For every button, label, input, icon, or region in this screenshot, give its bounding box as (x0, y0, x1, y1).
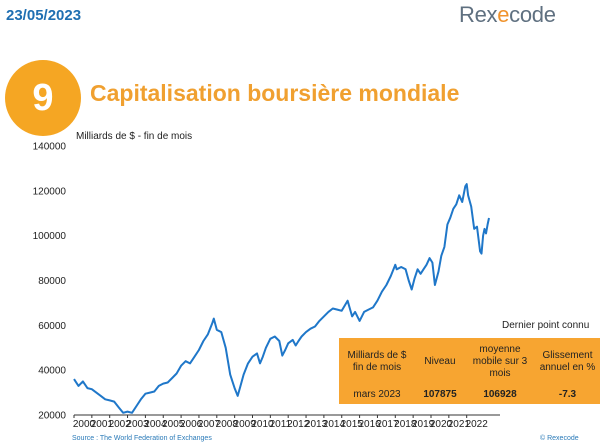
y-tick-label: 40000 (38, 366, 66, 377)
y-tick-label: 120000 (33, 186, 67, 197)
x-tick-label: 2020 (430, 419, 453, 430)
x-tick-label: 2013 (305, 419, 328, 430)
x-tick-label: 2002 (109, 419, 132, 430)
annual-change-cell: -7.3 (558, 389, 577, 401)
x-tick-label: 2001 (91, 419, 114, 430)
header-cell: Glissement annuel en % (539, 350, 596, 374)
level-cell: 107875 (423, 389, 457, 401)
x-tick-label: 2011 (270, 419, 292, 430)
chart-title: Capitalisation boursière mondiale (90, 80, 460, 106)
x-tick-label: 2017 (376, 419, 399, 430)
summary-table: Milliards de $ fin de mois Niveau moyenn… (339, 338, 600, 404)
x-tick-label: 2012 (287, 419, 310, 430)
y-tick-label: 80000 (38, 276, 66, 287)
last-point-label: Dernier point connu (502, 320, 590, 331)
header-cell: Niveau (424, 356, 456, 368)
x-tick-label: 2006 (180, 419, 203, 430)
header-cell: moyenne mobile sur 3 mois (472, 344, 528, 380)
slide-number: 9 (32, 76, 54, 119)
x-tick-label: 2014 (323, 419, 346, 430)
x-tick-label: 2004 (144, 419, 167, 430)
y-axis-unit-label: Milliards de $ - fin de mois (76, 131, 193, 142)
x-axis: 2000200120022003200420052006200720082009… (73, 415, 488, 430)
report-date: 23/05/2023 (6, 7, 82, 24)
x-tick-label: 2022 (466, 419, 489, 430)
x-tick-label: 2019 (412, 419, 435, 430)
x-tick-label: 2009 (234, 419, 257, 430)
x-tick-label: 2003 (126, 419, 149, 430)
y-axis: 140000 120000 100000 80000 60000 40000 20000 (33, 142, 67, 422)
source-note: Source : The World Federation of Exchang… (72, 435, 212, 442)
y-tick-label: 140000 (33, 142, 67, 153)
x-tick-label: 2007 (198, 419, 221, 430)
slide-number-badge: 9 (5, 60, 81, 136)
period-cell: mars 2023 (353, 389, 401, 401)
x-tick-label: 2010 (251, 419, 274, 430)
moving-average-cell: 106928 (483, 389, 517, 401)
x-tick-label: 2008 (216, 419, 239, 430)
series-line (73, 183, 490, 414)
y-tick-label: 100000 (33, 231, 67, 242)
logo-part-3: code (509, 2, 556, 27)
copyright-note: © Rexecode (540, 435, 579, 442)
x-tick-label: 2016 (358, 419, 381, 430)
x-tick-label: 2021 (448, 419, 471, 430)
rexecode-logo: Rexecode (459, 2, 556, 28)
x-tick-label: 2000 (73, 419, 96, 430)
x-tick-label: 2018 (394, 419, 417, 430)
header-cell: Milliards de $ fin de mois (347, 350, 407, 374)
summary-table-header-row: Milliards de $ fin de mois Niveau moyenn… (339, 338, 600, 386)
x-tick-label: 2005 (162, 419, 185, 430)
y-tick-label: 20000 (38, 411, 66, 422)
y-tick-label: 60000 (38, 321, 66, 332)
logo-part-1: Rex (459, 2, 498, 27)
logo-part-2: e (497, 2, 510, 27)
summary-table-data-row: mars 2023 107875 106928 -7.3 (339, 386, 600, 404)
x-tick-label: 2015 (341, 419, 364, 430)
